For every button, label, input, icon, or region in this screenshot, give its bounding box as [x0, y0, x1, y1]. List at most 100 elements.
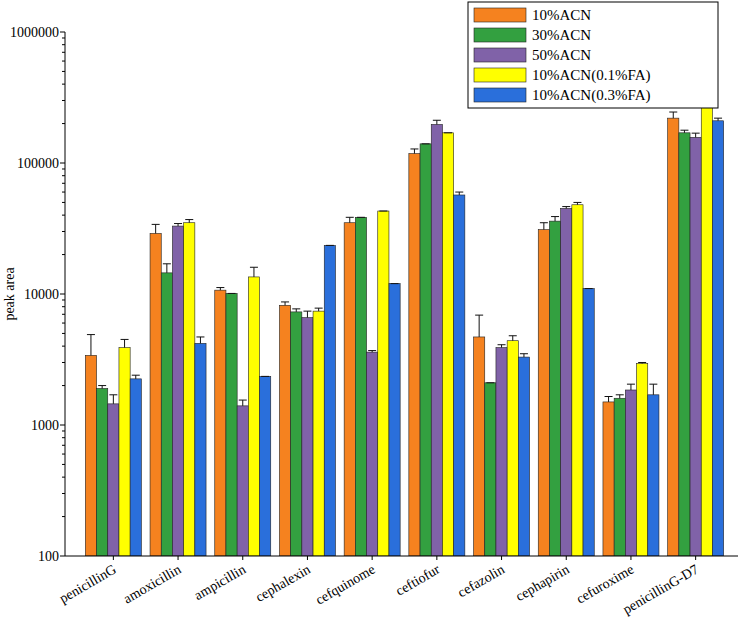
error-cap [627, 384, 635, 385]
error-cap [326, 245, 334, 246]
bar [161, 273, 172, 556]
error-bar [174, 224, 182, 227]
bar [226, 293, 237, 556]
bar [355, 217, 366, 556]
error-cap [422, 143, 430, 144]
error-bar [509, 336, 517, 341]
y-minor-tick [62, 71, 65, 72]
y-minor-tick [62, 430, 65, 431]
error-bar [627, 384, 635, 390]
error-cap [98, 385, 106, 386]
error-bar [669, 112, 677, 118]
error-cap [174, 223, 182, 224]
y-tick [60, 425, 65, 426]
x-tick [307, 556, 308, 560]
error-bar [433, 120, 441, 124]
error-line [113, 395, 114, 404]
error-cap [669, 112, 677, 113]
bar [367, 352, 378, 556]
y-tick-label: 100000 [17, 156, 59, 171]
y-minor-tick [62, 192, 65, 193]
y-minor-tick [62, 333, 65, 334]
error-bar [152, 224, 160, 233]
error-bar [455, 192, 463, 195]
error-line [155, 224, 156, 233]
bar [496, 348, 507, 556]
error-cap [391, 283, 399, 284]
error-cap [196, 336, 204, 337]
error-line [124, 339, 125, 347]
bar [431, 124, 442, 556]
y-tick-label: 10000 [24, 287, 59, 302]
error-bar [520, 354, 528, 357]
bar [474, 337, 485, 556]
error-bar [540, 223, 548, 230]
x-tick [630, 556, 631, 560]
y-minor-tick [62, 362, 65, 363]
error-cap [292, 308, 300, 309]
bar [119, 348, 130, 556]
error-bar [680, 130, 688, 133]
error-bar [551, 217, 559, 222]
bar [712, 121, 723, 556]
bar [389, 284, 400, 556]
error-line [307, 311, 308, 318]
error-line [285, 302, 286, 305]
y-minor-tick [62, 175, 65, 176]
error-cap [616, 394, 624, 395]
y-minor-tick [62, 84, 65, 85]
chart: 1001000100001000001000000penicillinGamox… [0, 0, 738, 636]
y-tick-label: 1000 [31, 418, 59, 433]
bar [679, 133, 690, 556]
error-cap [475, 315, 483, 316]
bar [130, 379, 141, 556]
error-bar [368, 351, 376, 353]
error-bar [228, 293, 236, 294]
bar [420, 144, 431, 556]
legend-label: 50%ACN [532, 47, 591, 63]
error-cap [303, 311, 311, 312]
error-line [608, 397, 609, 402]
bar [184, 223, 195, 556]
bar [313, 311, 324, 556]
legend-label: 10%ACN [532, 7, 591, 23]
error-bar [326, 245, 334, 246]
error-cap [315, 308, 323, 309]
error-cap [486, 382, 494, 383]
bar [625, 390, 636, 556]
bar [668, 118, 679, 556]
bar [302, 318, 313, 556]
error-bar [692, 133, 700, 137]
y-tick [60, 163, 65, 164]
error-line [543, 223, 544, 230]
bar [572, 205, 583, 556]
y-tick-label: 1000000 [10, 25, 59, 40]
error-line [653, 384, 654, 395]
error-cap [87, 334, 95, 335]
bar [561, 208, 572, 556]
y-minor-tick [62, 183, 65, 184]
error-cap [121, 339, 129, 340]
error-line [166, 264, 167, 273]
error-line [512, 336, 513, 341]
y-minor-tick [62, 477, 65, 478]
error-bar [303, 311, 311, 318]
y-minor-tick [62, 100, 65, 101]
x-axis [65, 556, 738, 557]
error-line [135, 375, 136, 379]
x-tick-label: amoxicillin [121, 562, 184, 607]
x-tick [372, 556, 373, 560]
error-cap [152, 224, 160, 225]
y-minor-tick [62, 516, 65, 517]
bar [614, 398, 625, 556]
x-tick-label: cephapirin [513, 562, 572, 605]
legend-label: 10%ACN(0.3%FA) [532, 87, 650, 104]
y-minor-tick [62, 123, 65, 124]
bar [409, 154, 420, 556]
x-tick-label: cefazolin [455, 562, 507, 601]
error-bar [475, 315, 483, 337]
y-minor-tick [62, 202, 65, 203]
error-bar [261, 376, 269, 377]
error-cap [573, 202, 581, 203]
error-line [619, 395, 620, 398]
